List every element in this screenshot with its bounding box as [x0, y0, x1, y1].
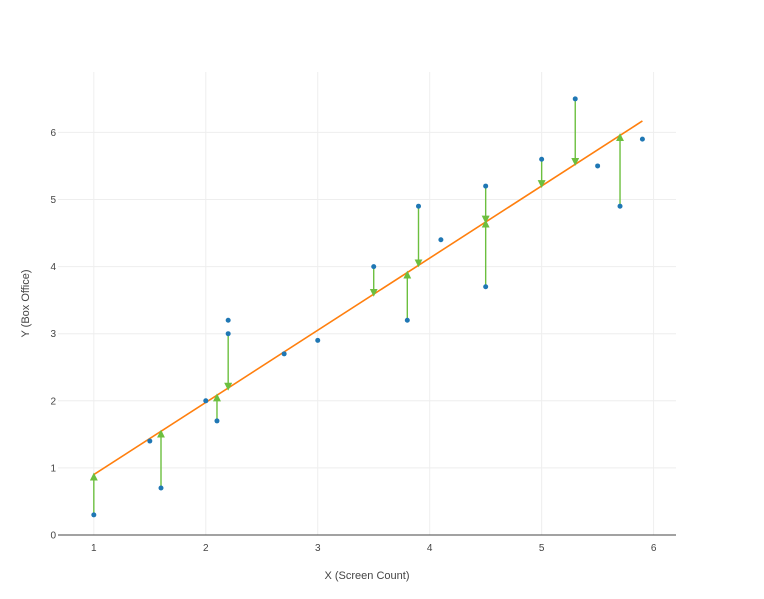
data-point [147, 438, 153, 444]
data-point [483, 183, 489, 189]
data-point [371, 264, 377, 270]
data-point [214, 418, 220, 424]
data-point [572, 96, 578, 102]
residual-arrows [89, 98, 625, 515]
x-tick-label: 1 [91, 543, 97, 554]
data-point [91, 512, 97, 518]
data-point [203, 398, 209, 404]
y-tick-label: 5 [50, 195, 56, 206]
regression-line [93, 120, 643, 476]
y-tick-label: 4 [50, 262, 56, 273]
regression-line-group [93, 120, 643, 476]
data-point [225, 331, 231, 337]
data-points [91, 96, 645, 518]
y-tick-label: 2 [50, 396, 56, 407]
x-tick-label: 2 [203, 543, 209, 554]
data-point [404, 317, 410, 323]
grid-lines [58, 72, 676, 535]
tick-labels: 1 2 3 4 5 6 0 1 2 3 4 5 6 [50, 128, 656, 554]
data-point [315, 337, 321, 343]
x-axis-title: X (Screen Count) [325, 570, 410, 582]
data-point [281, 351, 287, 357]
data-point [639, 136, 645, 142]
y-axis-title: Y (Box Office) [20, 269, 32, 337]
data-point [158, 485, 164, 491]
x-tick-label: 6 [651, 543, 657, 554]
data-point [483, 284, 489, 290]
y-tick-label: 1 [50, 463, 56, 474]
y-tick-label: 3 [50, 329, 56, 340]
y-tick-label: 6 [50, 128, 56, 139]
data-point [416, 203, 421, 209]
data-point [595, 163, 601, 169]
x-tick-label: 4 [427, 543, 433, 554]
y-tick-label: 0 [50, 531, 56, 542]
x-tick-label: 3 [315, 543, 321, 554]
data-point [539, 156, 545, 162]
x-tick-label: 5 [539, 543, 545, 554]
data-point [225, 317, 231, 323]
data-point [438, 237, 444, 243]
data-point [617, 203, 623, 209]
